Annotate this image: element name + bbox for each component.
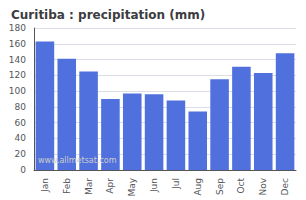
svg-text:160: 160 <box>9 39 26 49</box>
svg-text:120: 120 <box>9 70 26 80</box>
svg-text:80: 80 <box>15 102 27 112</box>
svg-text:Jun: Jun <box>149 178 159 193</box>
svg-text:Nov: Nov <box>258 177 268 195</box>
svg-text:Aug: Aug <box>193 178 203 196</box>
svg-text:20: 20 <box>15 149 27 159</box>
svg-text:180: 180 <box>9 23 26 33</box>
svg-text:Sep: Sep <box>215 178 225 195</box>
svg-text:Apr: Apr <box>105 178 115 194</box>
svg-text:Jan: Jan <box>40 178 50 193</box>
svg-text:60: 60 <box>15 118 27 128</box>
svg-text:Feb: Feb <box>62 178 72 194</box>
svg-text:100: 100 <box>9 86 26 96</box>
svg-text:140: 140 <box>9 55 26 65</box>
svg-text:May: May <box>127 177 137 196</box>
svg-text:www.allmetsat.com: www.allmetsat.com <box>38 156 117 165</box>
svg-text:0: 0 <box>20 165 26 175</box>
svg-text:40: 40 <box>15 133 27 143</box>
svg-text:Oct: Oct <box>236 178 246 194</box>
svg-text:Dec: Dec <box>280 178 290 195</box>
svg-text:Curitiba : precipitation (mm): Curitiba : precipitation (mm) <box>11 8 205 22</box>
svg-text:Mar: Mar <box>84 178 94 195</box>
svg-text:Jul: Jul <box>171 178 181 190</box>
